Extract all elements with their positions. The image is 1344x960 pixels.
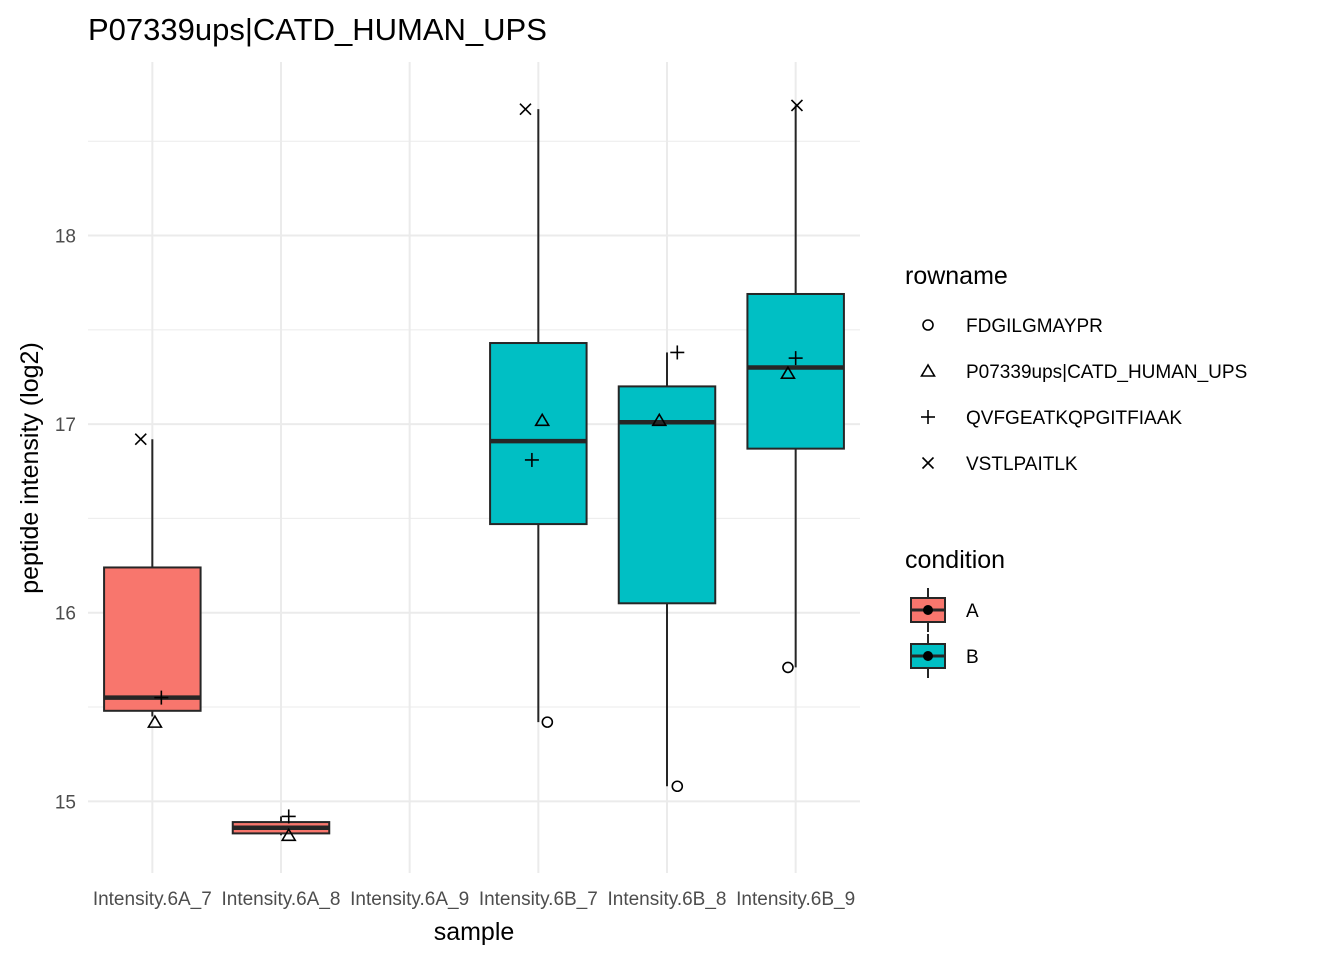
box-Intensity.6B_9 <box>746 105 845 668</box>
x-tick-label: Intensity.6B_7 <box>479 889 598 910</box>
y-tick-label: 18 <box>55 227 76 248</box>
box-layer <box>103 105 845 836</box>
data-point-mark <box>541 716 554 728</box>
data-point-mark <box>147 714 163 728</box>
legend-label: FDGILGMAYPR <box>966 316 1103 337</box>
data-point <box>134 433 147 446</box>
data-point-mark <box>651 412 668 427</box>
grid-lines <box>88 62 860 873</box>
data-point <box>524 452 539 467</box>
y-axis-title: peptide intensity (log2) <box>16 342 44 594</box>
fill-legend-entries: AB <box>910 588 979 678</box>
x-tick-label: Intensity.6B_8 <box>607 889 726 910</box>
x-tick-label: Intensity.6A_8 <box>221 889 340 910</box>
data-point <box>670 345 685 360</box>
data-point-mark <box>782 661 794 674</box>
data-point-mark <box>280 827 297 842</box>
data-point-mark <box>671 780 684 793</box>
data-point <box>790 99 804 112</box>
chart-title: P07339ups|CATD_HUMAN_UPS <box>88 12 547 47</box>
data-point <box>519 103 532 116</box>
legend-key-mark-b <box>921 456 935 470</box>
box-body <box>746 292 845 450</box>
legend-label: P07339ups|CATD_HUMAN_UPS <box>966 362 1247 383</box>
data-point <box>280 827 297 842</box>
data-point <box>281 809 296 824</box>
box-Intensity.6B_7 <box>489 109 588 723</box>
legend-key <box>922 319 934 331</box>
x-tick-label: Intensity.6A_9 <box>350 889 469 910</box>
legend-key-mark <box>920 363 936 377</box>
box-Intensity.6B_8 <box>617 352 717 787</box>
y-tick-label: 17 <box>55 415 76 436</box>
y-axis-ticks: 15 16 17 18 <box>55 227 76 814</box>
x-tick-label: Intensity.6B_9 <box>736 889 855 910</box>
data-point <box>651 412 668 427</box>
data-point <box>671 780 684 793</box>
box-body <box>617 385 717 605</box>
data-point-mark <box>780 365 796 379</box>
legend-entry-VSTLPAITLK: VSTLPAITLK <box>921 454 1078 475</box>
y-tick-label: 15 <box>55 792 76 813</box>
data-point <box>541 716 554 728</box>
legend-entry-FDGILGMAYPR: FDGILGMAYPR <box>922 316 1103 337</box>
data-point <box>154 690 169 705</box>
data-point-mark-b <box>790 99 804 112</box>
legend-entry-QVFGEATKQPGITFIAAK: QVFGEATKQPGITFIAAK <box>921 408 1182 429</box>
legend-label: VSTLPAITLK <box>966 454 1078 475</box>
legend-label: A <box>966 601 979 622</box>
data-point <box>782 661 794 674</box>
legend-key-mark <box>922 319 934 331</box>
data-point <box>788 351 803 366</box>
shape-legend-entries: FDGILGMAYPR P07339ups|CATD_HUMAN_UPS QVFGE… <box>920 316 1247 475</box>
legend-key-dot <box>923 651 933 661</box>
y-tick-label: 16 <box>55 604 76 625</box>
legend-key-dot <box>923 605 933 615</box>
legend-key <box>920 363 936 377</box>
legend-key <box>921 456 935 470</box>
data-point-mark-b <box>519 103 532 116</box>
legend-label: QVFGEATKQPGITFIAAK <box>966 408 1182 429</box>
legend-entry-B: B <box>910 634 979 678</box>
data-point-mark <box>534 412 551 427</box>
box-Intensity.6A_8 <box>231 816 331 836</box>
legend-key <box>921 410 935 424</box>
x-axis-ticks: Intensity.6A_7 Intensity.6A_8 Intensity.6A… <box>93 889 855 910</box>
x-axis-title: sample <box>434 918 515 946</box>
box-body <box>489 342 588 526</box>
box-Intensity.6A_7 <box>103 439 202 717</box>
legend-title-rowname: rowname <box>905 262 1008 290</box>
legend-label: B <box>966 647 979 668</box>
legend-entry-P07339ups|CATD_HUMAN_UPS: P07339ups|CATD_HUMAN_UPS <box>920 362 1247 383</box>
data-point-mark-b <box>134 433 147 446</box>
legend-entry-A: A <box>910 588 979 632</box>
point-layer <box>134 99 804 842</box>
data-point <box>147 714 163 728</box>
x-tick-label: Intensity.6A_7 <box>93 889 212 910</box>
box-body <box>103 566 202 712</box>
data-point <box>534 412 551 427</box>
data-point <box>780 365 796 379</box>
legend: rowname FDGILGMAYPR P07339ups|CATD_HUMAN_… <box>905 262 1247 678</box>
legend-title-condition: condition <box>905 546 1005 574</box>
